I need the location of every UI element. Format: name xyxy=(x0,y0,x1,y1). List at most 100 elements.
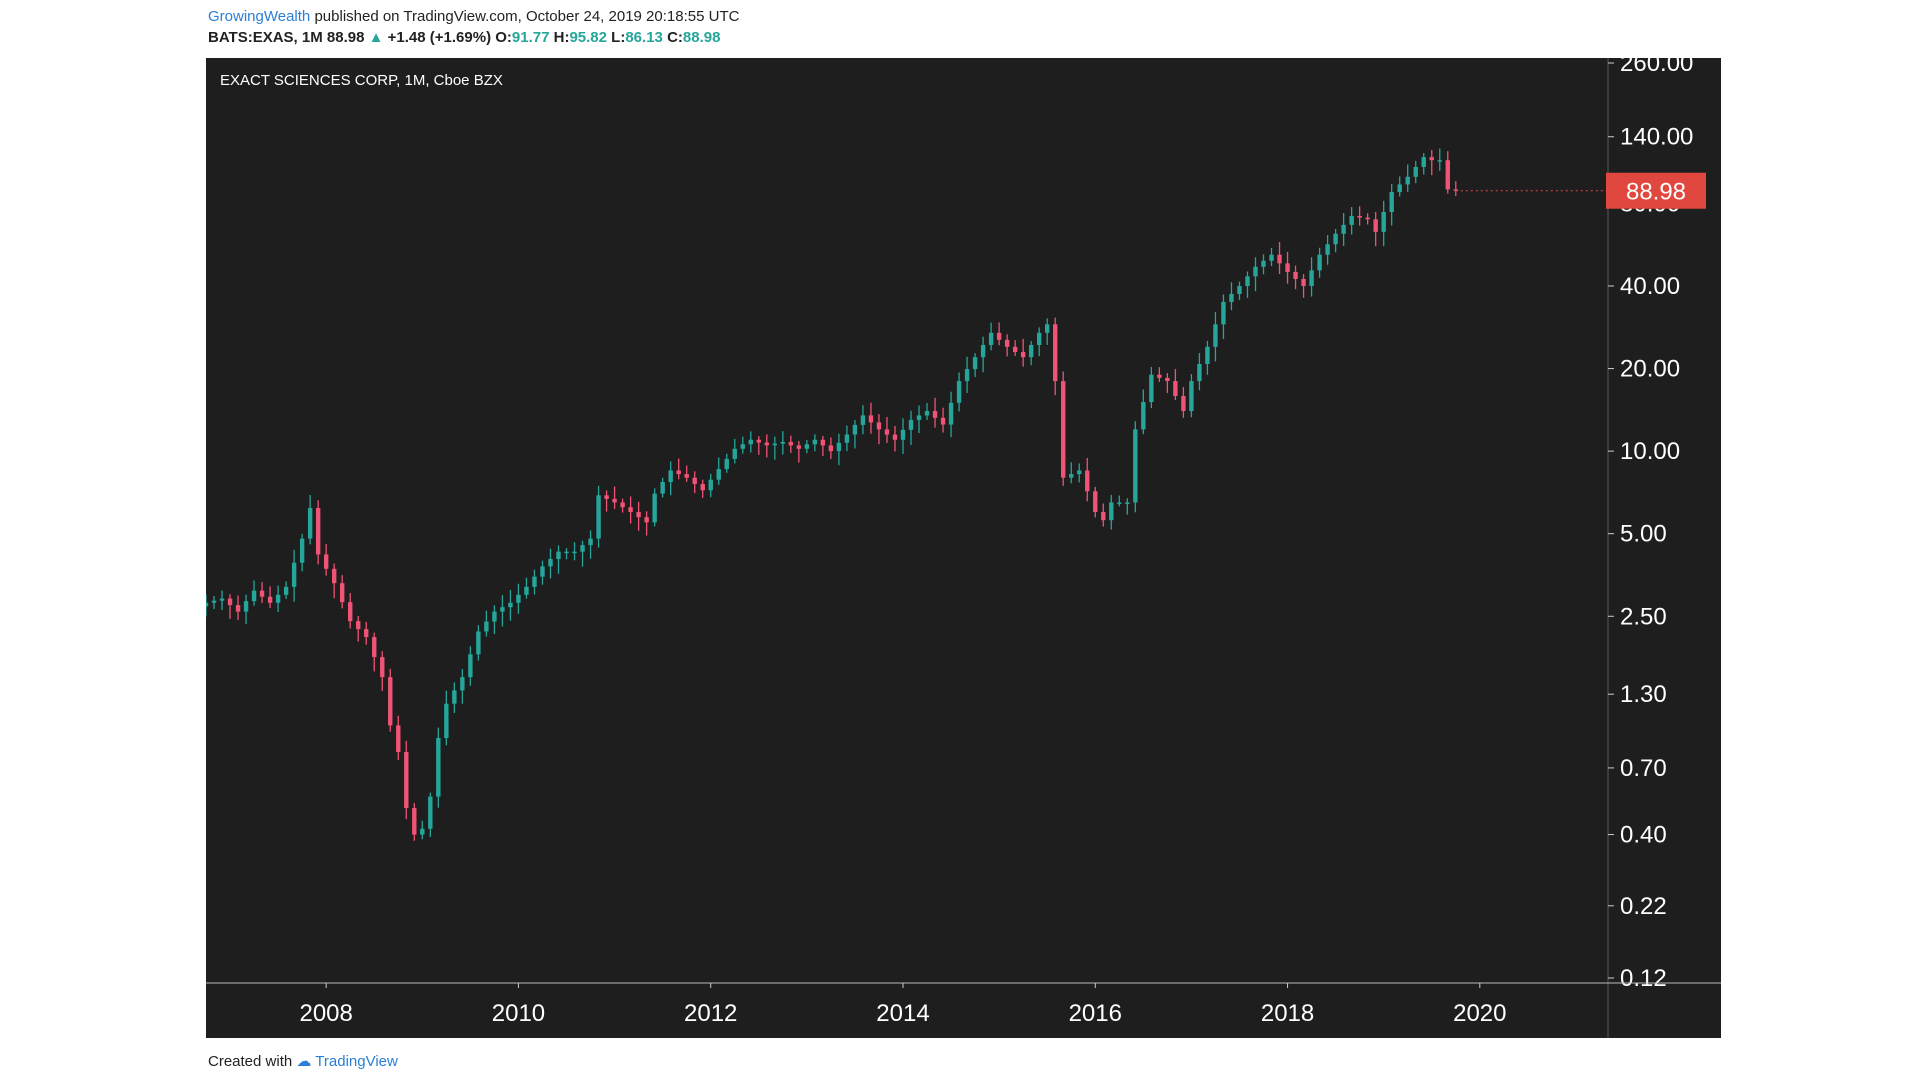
candle-body xyxy=(1165,377,1170,382)
candle-body xyxy=(315,508,321,555)
candle-body xyxy=(219,598,225,601)
candle-body xyxy=(1333,233,1338,245)
candle-body xyxy=(1109,502,1114,521)
low-label: L: xyxy=(611,29,626,46)
candle-body xyxy=(636,511,641,518)
candle-body xyxy=(484,621,489,632)
candle-body xyxy=(516,594,521,603)
candle-body xyxy=(596,495,601,539)
candle-body xyxy=(364,629,369,638)
candle-body xyxy=(243,601,249,612)
candle-body xyxy=(1061,381,1066,478)
chart-container: 260.00140.0080.0040.0020.0010.005.002.50… xyxy=(203,50,1721,1038)
candle-body xyxy=(1133,429,1138,503)
created-with-text: Created with xyxy=(208,1053,293,1070)
price-chart[interactable]: 260.00140.0080.0040.0020.0010.005.002.50… xyxy=(203,50,1721,1038)
candle-body xyxy=(1381,211,1386,232)
symbol-label: BATS:EXAS, 1M xyxy=(208,29,323,46)
candle-body xyxy=(876,422,882,430)
candle-body xyxy=(996,332,1002,340)
candle-body xyxy=(692,477,697,484)
candle-body xyxy=(227,598,233,606)
published-text: published on TradingView.com, October 24… xyxy=(314,8,740,25)
candle-body xyxy=(388,677,393,726)
change-value: +1.48 (+1.69%) xyxy=(387,29,492,46)
candle-body xyxy=(748,439,753,445)
candle-body xyxy=(540,566,545,577)
candle-body xyxy=(724,458,729,470)
candle-body xyxy=(1405,176,1410,185)
candle-body xyxy=(267,596,273,603)
candle-body xyxy=(948,402,954,425)
candle-body xyxy=(211,600,217,603)
candle-body xyxy=(1325,244,1330,255)
candle-body xyxy=(828,445,834,452)
candle-body xyxy=(1229,293,1234,302)
y-tick-label: 10.00 xyxy=(1620,438,1680,465)
candle-body xyxy=(548,559,553,567)
candle-body xyxy=(259,590,265,597)
candle-body xyxy=(772,443,778,446)
candle-body xyxy=(203,602,209,607)
candle-body xyxy=(1101,511,1106,521)
candle-body xyxy=(900,429,906,440)
candle-body xyxy=(404,752,409,808)
x-tick-label: 2018 xyxy=(1261,1000,1314,1027)
candle-body xyxy=(716,469,721,480)
author-link[interactable]: GrowingWealth xyxy=(208,8,311,25)
candle-body xyxy=(1213,324,1218,347)
candle-body xyxy=(412,807,417,835)
low-value: 86.13 xyxy=(625,29,663,46)
candle-body xyxy=(1173,381,1178,397)
candle-body xyxy=(436,737,441,797)
candle-body xyxy=(956,381,962,403)
candle-body xyxy=(1028,344,1034,358)
candle-body xyxy=(1077,470,1082,475)
candle-body xyxy=(820,439,826,446)
candle-body xyxy=(1221,301,1226,325)
x-tick-label: 2020 xyxy=(1453,1000,1506,1027)
candle-body xyxy=(356,621,361,630)
candle-body xyxy=(1012,346,1018,353)
candle-body xyxy=(251,590,257,602)
close-value: 88.98 xyxy=(682,29,721,46)
candle-body xyxy=(980,344,986,358)
tradingview-logo-icon: ☁ xyxy=(296,1053,312,1070)
candle-body xyxy=(836,442,842,452)
candle-body xyxy=(708,479,713,491)
y-tick-label: 20.00 xyxy=(1620,356,1680,383)
candle-body xyxy=(1085,470,1090,492)
candle-body xyxy=(580,545,585,552)
candle-body xyxy=(1181,396,1186,412)
candle-body xyxy=(588,538,593,546)
candle-body xyxy=(660,482,665,494)
candle-body xyxy=(524,586,529,595)
candle-body xyxy=(331,568,337,584)
candle-body xyxy=(1004,339,1010,347)
candles-group xyxy=(203,148,1458,841)
candle-body xyxy=(860,415,866,425)
y-tick-label: 140.00 xyxy=(1620,124,1693,151)
last-price-label: 88.98 xyxy=(1626,179,1686,206)
candle-body xyxy=(916,415,922,420)
open-value: 91.77 xyxy=(511,29,550,46)
candle-body xyxy=(1373,219,1378,232)
candle-body xyxy=(1189,381,1194,412)
candle-body xyxy=(1149,374,1154,403)
candle-body xyxy=(1317,254,1322,271)
candle-body xyxy=(1445,160,1450,190)
candle-body xyxy=(452,690,457,704)
x-tick-label: 2014 xyxy=(876,1000,929,1027)
candle-body xyxy=(796,445,802,449)
candle-body xyxy=(612,498,617,503)
candle-body xyxy=(348,602,353,622)
candle-body xyxy=(908,419,914,430)
candle-body xyxy=(235,605,241,612)
up-arrow-icon: ▲ xyxy=(368,29,384,46)
candle-body xyxy=(444,703,449,738)
high-label: H: xyxy=(553,29,570,46)
candle-body xyxy=(420,828,425,835)
candle-body xyxy=(1429,157,1434,161)
y-tick-label: 0.70 xyxy=(1620,755,1667,782)
tradingview-brand[interactable]: TradingView xyxy=(315,1053,398,1070)
